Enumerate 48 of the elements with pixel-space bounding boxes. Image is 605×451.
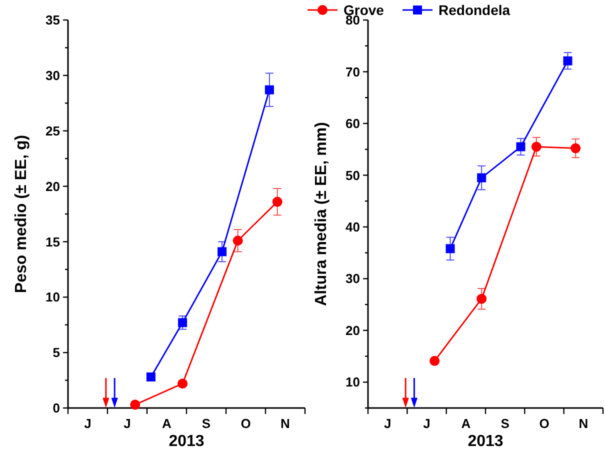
- y-tick-label: 30: [46, 68, 60, 83]
- point: [218, 247, 227, 256]
- point: [570, 143, 581, 154]
- y-tick-label: 10: [46, 290, 60, 305]
- x-tick-label: A: [162, 416, 172, 431]
- y-tick-label: 20: [46, 178, 60, 194]
- point: [130, 400, 140, 410]
- y-tick-label: 40: [346, 219, 360, 234]
- y-tick-label: 5: [52, 345, 60, 360]
- point: [516, 142, 526, 152]
- y-tick-label: 35: [46, 12, 60, 28]
- y-tick-label: 25: [46, 123, 60, 138]
- point: [272, 196, 282, 207]
- y-tick-label: 30: [346, 271, 360, 286]
- y-tick-label: 0: [52, 400, 60, 416]
- point: [563, 56, 572, 66]
- point: [146, 372, 156, 382]
- x-tick-label: S: [202, 416, 211, 431]
- x-tick-label: S: [500, 416, 510, 431]
- x-tick-label: N: [280, 416, 290, 431]
- point: [476, 294, 487, 304]
- y-tick-label: 20: [346, 322, 360, 338]
- point: [531, 142, 542, 152]
- y-axis-title: Altura media (± EE, mm): [313, 122, 330, 306]
- x-tick-label: O: [539, 416, 550, 431]
- x-tick-label: J: [84, 416, 92, 431]
- x-axis-title: 2013: [168, 433, 204, 450]
- point: [232, 236, 243, 246]
- x-tick-label: O: [240, 416, 251, 431]
- x-tick-label: J: [384, 416, 392, 431]
- y-tick-label: 70: [346, 64, 360, 80]
- x-tick-label: N: [578, 416, 588, 431]
- y-tick-label: 15: [46, 234, 60, 250]
- x-tick-label: J: [124, 416, 131, 431]
- y-tick-label: 10: [346, 374, 360, 390]
- y-axis-title: Peso medio (± EE, g): [13, 134, 30, 294]
- x-tick-label: A: [461, 416, 472, 431]
- x-axis-title: 2013: [468, 433, 504, 450]
- point: [430, 356, 440, 366]
- x-tick-label: J: [423, 416, 430, 431]
- y-tick-label: 60: [346, 116, 360, 132]
- point: [178, 378, 188, 389]
- legend-label: Redondela: [438, 2, 510, 18]
- point: [446, 244, 455, 254]
- point: [477, 173, 486, 182]
- point: [178, 318, 188, 328]
- point: [264, 85, 274, 94]
- y-tick-label: 50: [346, 168, 360, 183]
